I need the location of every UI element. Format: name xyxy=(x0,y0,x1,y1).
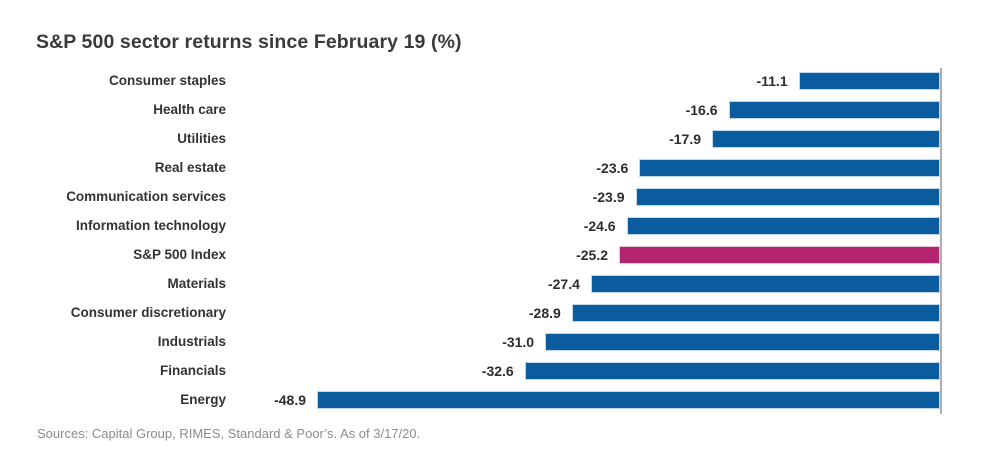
value-label: -11.1 xyxy=(756,72,788,89)
value-label: -25.2 xyxy=(576,246,608,263)
value-label: -16.6 xyxy=(685,101,718,118)
category-label: Industrials xyxy=(157,334,226,349)
bar xyxy=(590,274,940,293)
bar-area: -17.9 xyxy=(226,124,940,153)
source-note: Sources: Capital Group, RIMES, Standard … xyxy=(37,426,421,441)
bar-row: Energy -48.9 xyxy=(0,385,940,414)
value-label: -27.4 xyxy=(547,275,580,292)
bar xyxy=(712,129,940,148)
bar-area: -28.9 xyxy=(226,298,940,327)
value-label: -23.9 xyxy=(592,188,625,205)
bar xyxy=(798,71,940,90)
value-label: -28.9 xyxy=(528,304,561,321)
bar-area: -31.0 xyxy=(226,327,940,356)
value-label: -32.6 xyxy=(481,362,514,379)
category-label: Consumer discretionary xyxy=(70,305,226,320)
category-label: Energy xyxy=(180,392,226,407)
category-label: Consumer staples xyxy=(108,73,226,88)
bar-row: Health care -16.6 xyxy=(0,95,940,124)
bar xyxy=(317,390,940,409)
category-label: Communication services xyxy=(66,189,226,204)
bar-area: -24.6 xyxy=(226,211,940,240)
category-label: Financials xyxy=(159,363,226,378)
bar-row: Real estate -23.6 xyxy=(0,153,940,182)
bar xyxy=(635,187,940,206)
chart-title: S&P 500 sector returns since February 19… xyxy=(36,31,462,53)
bar-area: -27.4 xyxy=(226,269,940,298)
bar-row: Materials -27.4 xyxy=(0,269,940,298)
bar-area: -25.2 xyxy=(226,240,940,269)
highlighted-bar xyxy=(619,245,940,264)
category-label: Information technology xyxy=(76,218,226,233)
bar xyxy=(626,216,940,235)
category-label: S&P 500 Index xyxy=(133,247,226,262)
bar-row: Financials -32.6 xyxy=(0,356,940,385)
bar-area: -32.6 xyxy=(226,356,940,385)
bar-row: Communication services -23.9 xyxy=(0,182,940,211)
bar xyxy=(639,158,940,177)
category-label: Utilities xyxy=(177,131,226,146)
value-label: -17.9 xyxy=(669,130,701,147)
value-label: -31.0 xyxy=(502,333,535,350)
bar-chart: Consumer staples -11.1 Health care -16.6 Uti… xyxy=(0,66,942,414)
bar xyxy=(545,332,940,351)
value-label: -24.6 xyxy=(583,217,616,234)
value-label: -48.9 xyxy=(274,391,306,408)
category-label: Health care xyxy=(153,102,226,117)
value-label: -23.6 xyxy=(596,159,629,176)
bar xyxy=(728,100,940,119)
axis-baseline xyxy=(940,68,942,414)
bar-area: -11.1 xyxy=(226,66,940,95)
bar xyxy=(571,303,940,322)
bar-row: S&P 500 Index -25.2 xyxy=(0,240,940,269)
bar-area: -16.6 xyxy=(226,95,940,124)
bar-row: Consumer staples -11.1 xyxy=(0,66,940,95)
category-label: Materials xyxy=(167,276,226,291)
bar-row: Information technology -24.6 xyxy=(0,211,940,240)
bar-row: Utilities -17.9 xyxy=(0,124,940,153)
category-label: Real estate xyxy=(154,160,226,175)
bar-row: Industrials -31.0 xyxy=(0,327,940,356)
bar-area: -48.9 xyxy=(226,385,940,414)
bar-row: Consumer discretionary -28.9 xyxy=(0,298,940,327)
bar-area: -23.9 xyxy=(226,182,940,211)
bar-area: -23.6 xyxy=(226,153,940,182)
chart-rows: Consumer staples -11.1 Health care -16.6 Uti… xyxy=(0,66,940,414)
bar xyxy=(524,361,940,380)
